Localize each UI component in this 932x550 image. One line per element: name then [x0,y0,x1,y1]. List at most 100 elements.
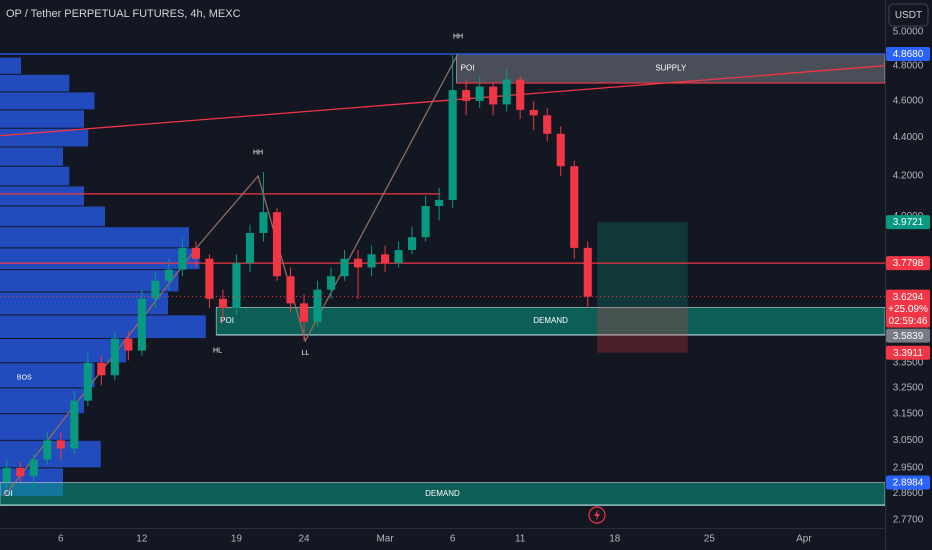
candle-body [191,247,200,259]
zone-label: DEMAND [533,316,568,325]
candle-body [56,440,65,449]
price-badge-label: 3.6294 [893,292,924,303]
x-tick-label: 24 [298,534,310,545]
volume-profile-bar [0,363,95,388]
candle-body [97,362,106,376]
currency-button[interactable] [888,3,929,27]
annotation: HH [253,150,263,157]
price-badge-label: 3.3911 [893,348,923,359]
candle-body [367,254,376,268]
candle-body [448,90,457,200]
price-badge-sub: +25.09% [888,304,928,315]
y-tick-label: 5.0000 [893,27,924,38]
currency-label[interactable]: USDT [895,10,922,21]
candle-body [164,269,173,281]
volume-profile-bar [0,292,168,315]
candle-body [137,298,146,351]
volume-profile-bar [0,92,95,110]
candle-body [151,280,160,299]
candle-body [272,212,282,277]
candle-body [43,440,52,460]
price-badge [886,215,930,230]
candle-body [462,90,471,101]
zone-label: SUPPLY [655,64,687,73]
candle-body [381,254,390,264]
alert-icon[interactable] [588,506,606,524]
candle-body [205,258,214,299]
annotation: LL [301,350,309,357]
x-tick-label: 6 [58,534,64,545]
x-tick-label: 18 [609,534,621,545]
candle-body [408,237,417,251]
candle-body [178,247,187,270]
zone [215,306,886,336]
y-tick-label: 4.2000 [893,171,924,182]
x-tick-label: Apr [796,534,812,545]
candle-body [83,362,92,401]
candle-body [124,338,133,351]
candle-body [583,247,592,297]
price-badge [886,328,930,343]
annotation: BOS [17,375,32,382]
y-tick-label: 2.7700 [893,515,924,526]
candle-body [299,303,309,322]
candle-body [110,338,119,376]
volume-profile-bar [0,74,70,92]
x-tick-label: Mar [376,534,394,545]
volume-profile-bar [0,147,63,166]
price-badge [886,47,930,62]
candle-body [421,206,430,238]
trendline [0,65,886,137]
price-badge [886,256,930,271]
candle-body [245,232,255,264]
price-badge [886,475,930,490]
volume-profile-bar [0,248,200,270]
y-tick-label: 4.8000 [893,60,924,71]
x-tick-label: 12 [136,534,148,545]
candle-body [516,79,525,110]
candle-body [2,467,11,483]
candle-body [340,258,349,277]
price-badge-label: 3.7798 [893,258,924,269]
volume-profile-bar [0,166,70,186]
y-tick-label: 4.6000 [893,95,924,106]
y-tick-label: 3.2500 [893,383,924,394]
price-badge-label: 2.8984 [893,478,924,489]
price-badge-label: 4.8680 [893,49,924,60]
volume-profile-bar [0,270,179,292]
volume-profile-bar [0,227,189,248]
volume-profile-bar [0,206,105,227]
candle-body [556,133,565,167]
annotation: HH [453,34,463,41]
candle-body [543,115,552,134]
zone-tag: OI [4,489,12,498]
candle-body [435,199,444,207]
position-target [597,222,688,308]
candle-body [326,276,336,290]
candle-body [354,258,363,268]
volume-profile-bar [0,128,89,147]
candle-body [502,79,511,105]
x-tick-label: 25 [704,534,716,545]
x-tick-label: 11 [515,534,526,545]
volume-profile-bar [0,110,84,128]
volume-profile-bar [0,388,84,414]
y-tick-label: 2.8600 [893,488,924,499]
y-tick-label: 3.3500 [893,357,924,368]
trendline [3,53,459,497]
volume-profile-bar [0,315,206,339]
candle-body [489,86,498,105]
candle-body [313,289,322,322]
zone-label: DEMAND [425,489,460,498]
volume-profile-bar [0,57,21,74]
candle-body [218,298,227,308]
candle-body [475,86,484,101]
position-stop [597,307,688,353]
volume-profile-bar [0,339,126,363]
candle-body [232,263,241,308]
plot-area: SUPPLY POI DEMAND POI DEMAND OI HH HH HL LL BOS [0,34,886,506]
price-badge-label: 3.5839 [893,331,924,342]
volume-profile-bar [0,186,84,206]
candle-body [529,109,538,116]
